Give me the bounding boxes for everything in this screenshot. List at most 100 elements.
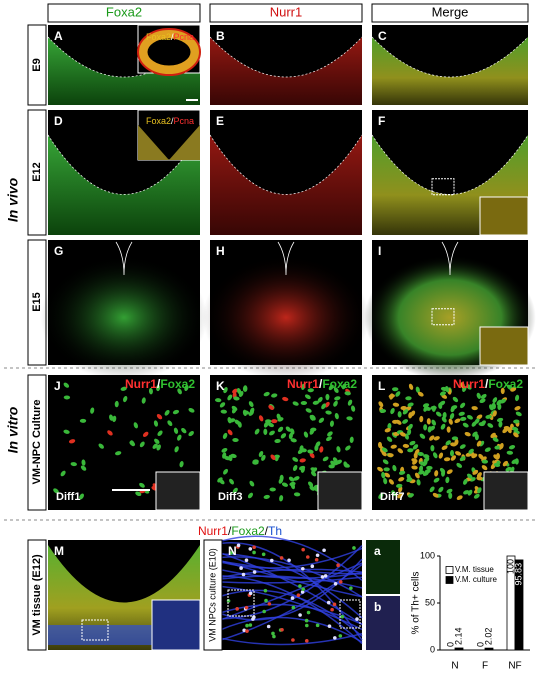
cell xyxy=(333,400,338,407)
cell xyxy=(422,471,429,476)
fiber xyxy=(221,616,363,643)
roi xyxy=(431,308,455,326)
cell xyxy=(445,440,451,446)
cell xyxy=(446,488,453,494)
panel-label: C xyxy=(378,29,387,43)
cell xyxy=(177,434,182,441)
cell xyxy=(289,481,296,487)
cell xyxy=(221,447,228,453)
cell xyxy=(329,420,334,427)
cell xyxy=(468,448,474,454)
cell xyxy=(492,410,497,417)
cell xyxy=(419,415,424,423)
cell xyxy=(419,465,424,472)
cell xyxy=(450,455,457,461)
cell xyxy=(232,438,239,443)
cell xyxy=(311,471,317,477)
panel-label: D xyxy=(54,114,63,128)
cell xyxy=(322,456,329,462)
cell xyxy=(336,459,342,465)
cell xyxy=(274,439,281,444)
legend-label: V.M. culture xyxy=(455,575,497,584)
cell xyxy=(298,613,302,617)
cell xyxy=(349,436,354,444)
cell xyxy=(435,411,442,417)
y-tick-label: 0 xyxy=(430,644,435,654)
cell xyxy=(239,566,243,570)
cell xyxy=(248,410,254,416)
cell xyxy=(156,414,163,420)
cell xyxy=(247,492,254,499)
cell xyxy=(179,461,184,468)
fiber xyxy=(221,589,363,637)
cell xyxy=(288,432,293,440)
cell xyxy=(281,482,289,487)
cell xyxy=(493,454,499,460)
cell xyxy=(411,465,418,470)
fiber xyxy=(221,632,363,646)
outline xyxy=(47,134,201,195)
lumen xyxy=(220,27,352,64)
cell xyxy=(492,397,498,404)
cell xyxy=(79,418,87,423)
cell xyxy=(264,598,268,603)
cell xyxy=(346,416,353,421)
cell xyxy=(299,465,306,471)
cell xyxy=(384,428,391,433)
cell xyxy=(407,423,413,430)
cell xyxy=(326,436,332,442)
cell xyxy=(268,404,274,411)
row-label: VM NPCs culture (E10) xyxy=(207,548,217,642)
cell xyxy=(506,450,514,455)
cell xyxy=(152,443,158,449)
cell xyxy=(265,419,272,424)
cell xyxy=(184,384,189,392)
fiber xyxy=(221,547,363,569)
bottom-stains: Nurr1/Foxa2/Th xyxy=(198,524,282,538)
cell xyxy=(229,478,235,485)
cell xyxy=(408,383,414,390)
cell xyxy=(330,607,334,612)
cell xyxy=(220,409,227,414)
cell xyxy=(476,472,482,478)
cell xyxy=(314,557,319,562)
cell xyxy=(466,414,473,420)
outline xyxy=(277,241,295,276)
cell xyxy=(309,452,315,459)
cell xyxy=(291,605,296,610)
cell xyxy=(326,600,331,605)
cell xyxy=(378,441,383,449)
cell xyxy=(502,427,508,434)
cell xyxy=(454,439,459,446)
cell xyxy=(441,445,448,450)
cell xyxy=(293,476,300,481)
cell xyxy=(407,428,412,436)
cell xyxy=(181,427,187,434)
cell xyxy=(344,391,351,396)
cell xyxy=(398,470,406,475)
cell xyxy=(412,444,419,450)
cell xyxy=(438,402,443,410)
cell xyxy=(440,423,446,430)
cell xyxy=(441,470,446,477)
cell xyxy=(53,488,59,494)
cell xyxy=(263,494,270,499)
cell xyxy=(349,586,353,590)
cell xyxy=(445,386,450,393)
cell xyxy=(513,432,519,438)
cell xyxy=(390,444,397,449)
cell xyxy=(305,408,312,413)
cell xyxy=(109,414,114,421)
cell xyxy=(338,634,343,638)
outline xyxy=(47,36,201,78)
cell xyxy=(446,426,451,433)
diff-label: Diff3 xyxy=(218,491,242,503)
cell xyxy=(383,467,390,472)
cell xyxy=(390,407,395,415)
cell xyxy=(282,396,289,402)
cell xyxy=(310,564,315,568)
cell xyxy=(293,492,301,497)
cell xyxy=(80,465,87,471)
cell xyxy=(476,440,482,447)
